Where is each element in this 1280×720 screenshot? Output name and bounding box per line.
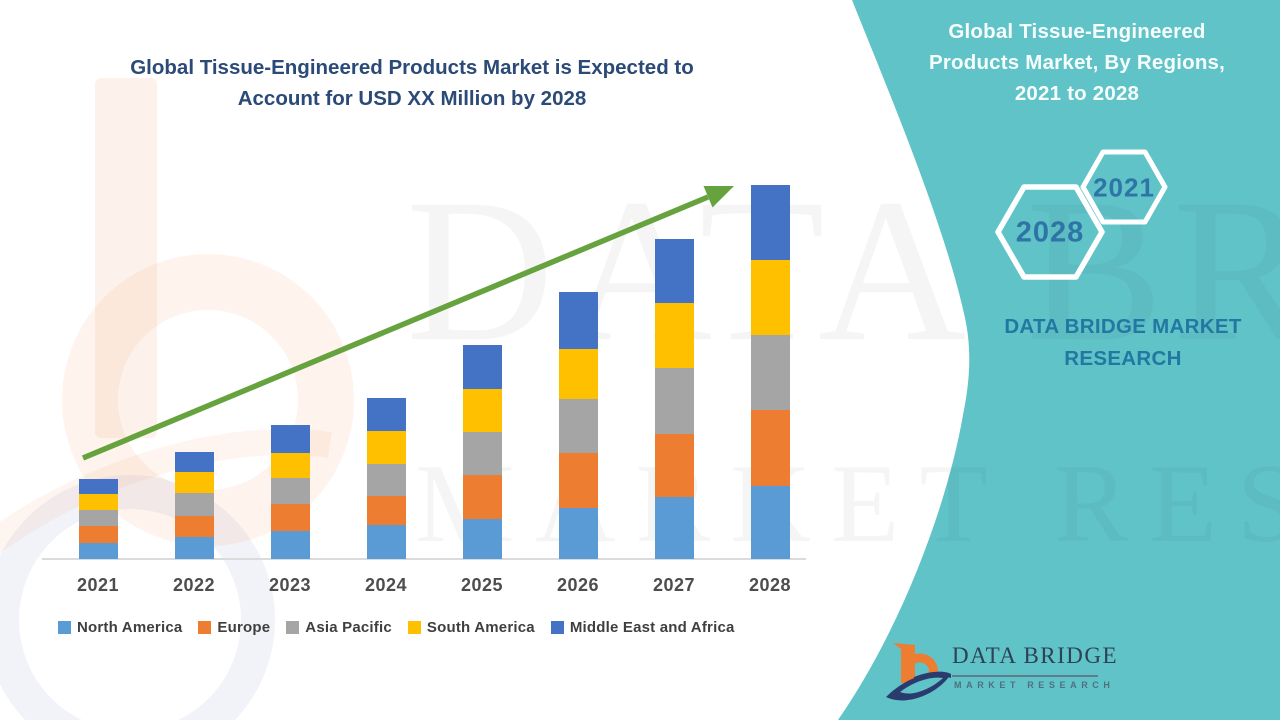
legend-item: Europe	[198, 619, 270, 636]
hexagon-2028-icon	[995, 184, 1105, 280]
hexagon-badges	[995, 149, 1168, 280]
legend-label: North America	[77, 619, 183, 636]
legend-item: South America	[407, 619, 535, 636]
legend-label: South America	[426, 619, 535, 636]
company-logo: DATA BRIDGE MARKET RESEARCH	[884, 633, 1164, 713]
hexagon-2021-icon	[1080, 149, 1168, 225]
data-bridge-logo-icon	[886, 643, 951, 701]
legend-swatch-icon	[550, 621, 564, 634]
legend-swatch-icon	[407, 621, 421, 634]
legend-swatch-icon	[198, 621, 212, 634]
legend-swatch-icon	[286, 621, 300, 634]
legend-item: Middle East and Africa	[550, 619, 735, 636]
hexagon-2028-label: 2028	[1015, 216, 1085, 249]
logo-underline	[952, 675, 1098, 677]
legend-item: North America	[58, 619, 182, 636]
legend-label: Europe	[217, 619, 271, 636]
chart-legend: North America Europe Asia Pacific South Ame…	[58, 619, 735, 636]
x-axis-line	[42, 558, 806, 560]
legend-swatch-icon	[58, 621, 71, 634]
hexagon-2021-label: 2021	[1093, 172, 1155, 203]
banner-title: Global Tissue-Engineered Products Market…	[928, 20, 1226, 105]
legend-label: Middle East and Africa	[569, 619, 735, 636]
logo-title: DATA BRIDGE	[952, 643, 1119, 668]
page-title: Global Tissue-Engineered Products Market…	[130, 56, 694, 110]
brand-text: DATA BRIDGE MARKET RESEARCH	[1004, 315, 1242, 370]
legend-item: Asia Pacific	[286, 619, 392, 636]
logo-subtitle: MARKET RESEARCH	[954, 680, 1115, 690]
legend-label: Asia Pacific	[305, 619, 392, 636]
